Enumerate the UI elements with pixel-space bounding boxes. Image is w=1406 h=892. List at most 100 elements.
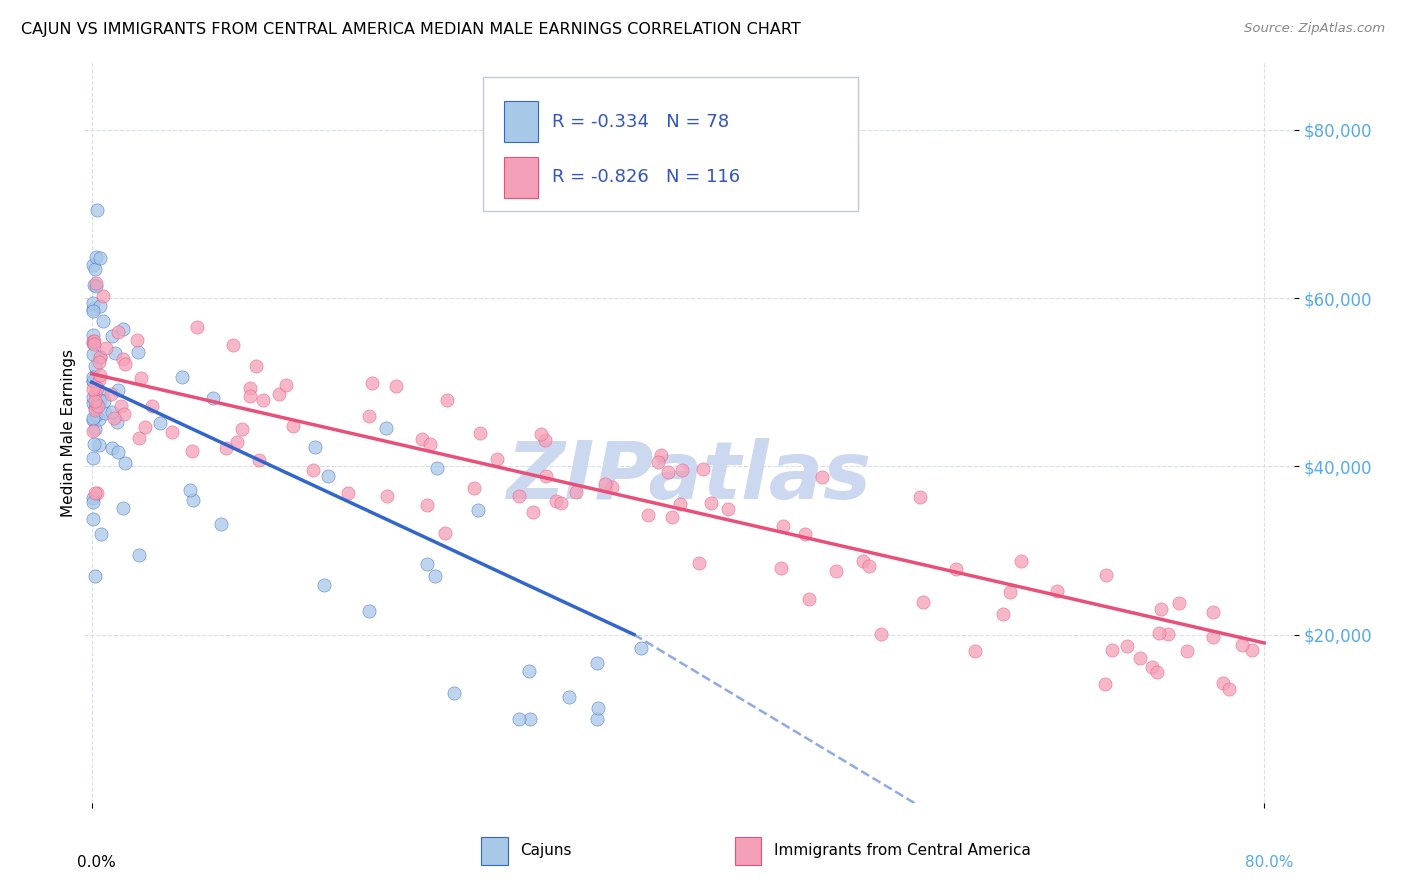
Point xyxy=(1212,676,1234,690)
Point xyxy=(375,421,398,435)
Point xyxy=(1157,627,1180,641)
Point xyxy=(89,350,111,364)
Point xyxy=(519,712,541,726)
Point xyxy=(82,347,104,361)
Text: Cajuns: Cajuns xyxy=(520,844,571,858)
Point xyxy=(586,657,609,671)
Point xyxy=(84,409,107,423)
FancyBboxPatch shape xyxy=(484,78,858,211)
Point xyxy=(267,386,290,401)
Point xyxy=(87,373,110,387)
Point xyxy=(222,338,245,352)
Point xyxy=(1218,681,1240,696)
Point xyxy=(1150,601,1173,615)
Point xyxy=(357,409,380,424)
Point xyxy=(544,493,567,508)
Point xyxy=(84,385,107,400)
Point xyxy=(110,399,132,413)
Text: 0.0%: 0.0% xyxy=(77,855,115,870)
Point xyxy=(360,376,382,390)
Point xyxy=(82,336,104,351)
Point xyxy=(83,436,105,450)
Point xyxy=(149,416,172,430)
Point xyxy=(215,441,238,455)
Point xyxy=(104,346,127,360)
Point xyxy=(1140,659,1163,673)
Point xyxy=(89,299,111,313)
Point xyxy=(384,379,406,393)
Point xyxy=(671,462,693,476)
Point xyxy=(772,519,794,533)
Point xyxy=(811,470,834,484)
Y-axis label: Median Male Earnings: Median Male Earnings xyxy=(60,349,76,516)
Point xyxy=(84,402,107,417)
Point xyxy=(692,462,714,476)
Point xyxy=(170,370,193,384)
Point xyxy=(82,374,104,388)
Point xyxy=(852,554,875,568)
Point xyxy=(463,482,485,496)
Point xyxy=(93,394,115,409)
Point xyxy=(1101,642,1123,657)
Point xyxy=(650,448,672,462)
Point xyxy=(89,393,111,408)
Point xyxy=(908,490,931,504)
Point xyxy=(82,450,104,465)
Point xyxy=(416,498,439,512)
Point xyxy=(869,627,891,641)
Point xyxy=(83,278,105,293)
FancyBboxPatch shape xyxy=(503,157,538,197)
Point xyxy=(1202,606,1225,620)
Point xyxy=(661,509,683,524)
Point xyxy=(209,517,232,532)
Point xyxy=(283,418,305,433)
Point xyxy=(1010,554,1032,568)
Point xyxy=(86,485,108,500)
Point xyxy=(585,712,607,726)
Point xyxy=(131,370,153,384)
Point xyxy=(1146,665,1168,680)
Point xyxy=(91,289,114,303)
Point xyxy=(84,422,107,436)
Point xyxy=(426,460,449,475)
Point xyxy=(84,279,107,293)
Point xyxy=(688,556,710,570)
Point xyxy=(84,359,107,374)
Point xyxy=(770,561,793,575)
Point xyxy=(945,562,967,576)
Point xyxy=(1147,626,1170,640)
Point xyxy=(252,393,274,408)
Point xyxy=(274,377,297,392)
Point xyxy=(411,432,433,446)
Point xyxy=(1129,651,1152,665)
Point xyxy=(96,342,118,356)
Point xyxy=(534,433,557,447)
Point xyxy=(595,477,617,491)
Point xyxy=(586,701,609,715)
Point xyxy=(103,411,125,425)
Point xyxy=(86,397,108,411)
Point xyxy=(423,569,446,583)
Point xyxy=(180,444,202,458)
Point xyxy=(239,381,262,395)
Point xyxy=(127,345,149,359)
Point xyxy=(101,405,124,419)
Point xyxy=(247,452,270,467)
FancyBboxPatch shape xyxy=(481,837,508,865)
Point xyxy=(486,451,509,466)
Point xyxy=(86,202,108,217)
Point xyxy=(89,368,111,383)
Point xyxy=(522,505,544,519)
Point xyxy=(82,258,104,272)
Point xyxy=(991,607,1014,622)
Point xyxy=(630,641,652,656)
Point xyxy=(107,325,129,339)
Point xyxy=(82,382,104,396)
Point xyxy=(125,333,148,347)
Point xyxy=(1168,596,1191,610)
Point xyxy=(1045,584,1067,599)
Point xyxy=(550,496,572,510)
Point xyxy=(239,389,262,403)
Point xyxy=(87,399,110,413)
Point xyxy=(86,381,108,395)
